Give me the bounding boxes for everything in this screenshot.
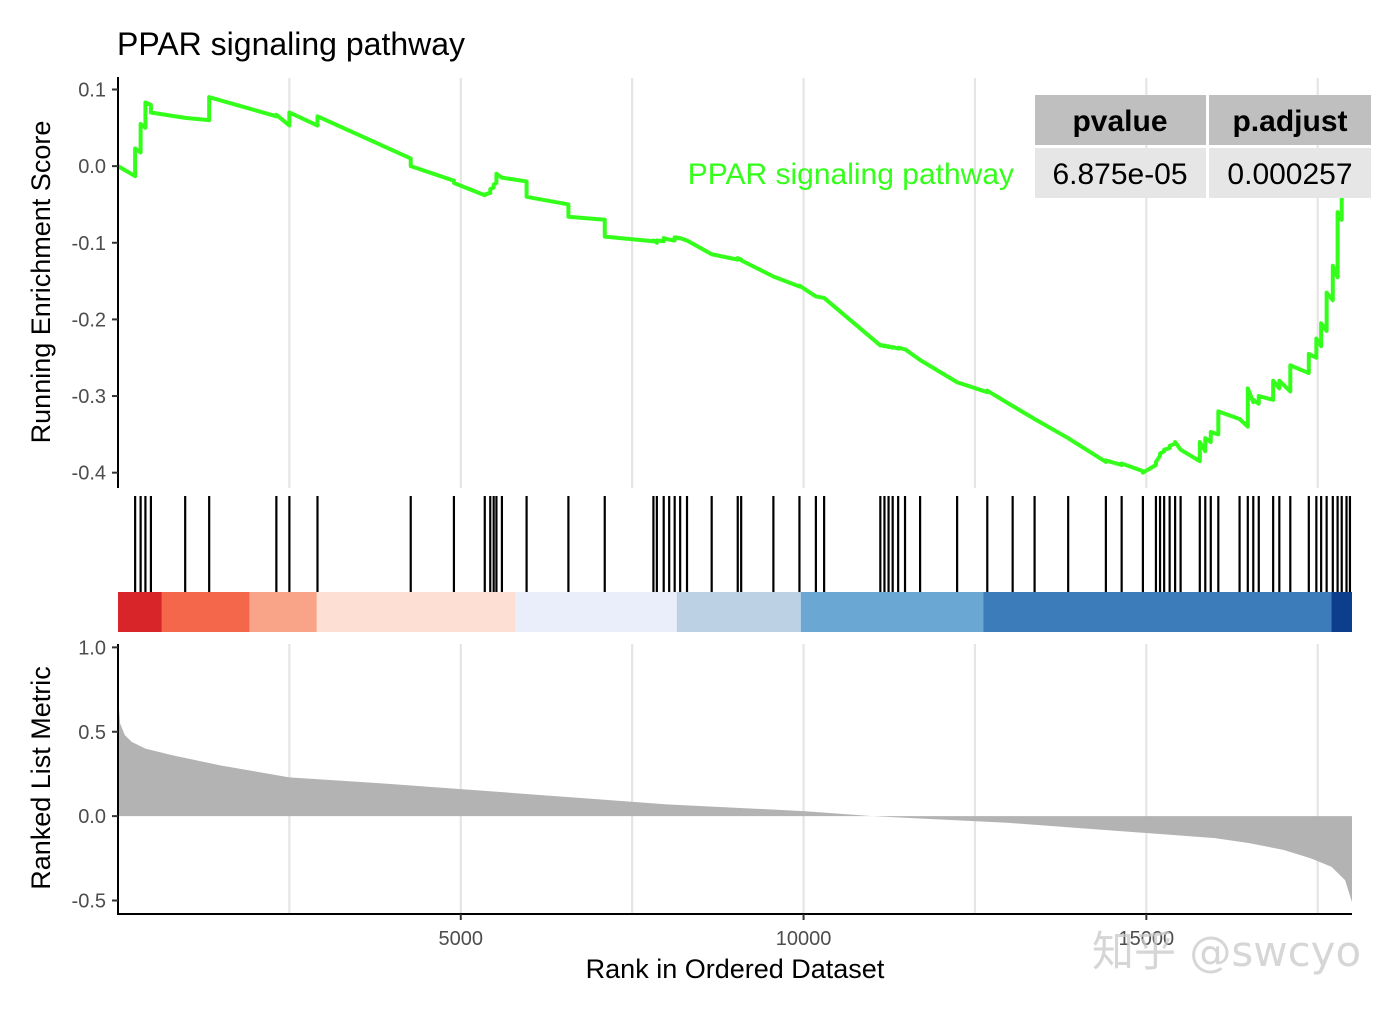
x-tick-label: 10000 (776, 928, 832, 950)
chart-title: PPAR signaling pathway (117, 26, 465, 62)
x-axis-label: Rank in Ordered Dataset (586, 954, 885, 984)
table-value-pvalue: 6.875e-05 (1052, 158, 1187, 191)
metric-y-tick-label: 0.5 (78, 722, 106, 744)
colorbar-segment (676, 592, 801, 632)
metric-y-axis-label: Ranked List Metric (26, 666, 56, 890)
es-y-tick-label: 0.0 (78, 156, 106, 178)
table-value-cell (1035, 148, 1206, 198)
table-value-padjust: 0.000257 (1227, 158, 1352, 191)
es-y-tick-label: 0.1 (78, 79, 106, 101)
colorbar-segment (161, 592, 250, 632)
colorbar-segment (800, 592, 984, 632)
watermark: 知乎 @swcyo (1092, 927, 1361, 976)
table-value-cell (1209, 148, 1371, 198)
gene-hits-layer (134, 496, 1352, 592)
running-es-layer (116, 95, 1349, 475)
grid-layer (288, 78, 1319, 914)
rank-colorbar (118, 592, 1352, 632)
running-es-line (116, 95, 1349, 475)
gene-set-label: PPAR signaling pathway (688, 158, 1014, 191)
x-tick-label: 5000 (439, 928, 484, 950)
metric-y-tick-label: -0.5 (72, 891, 106, 913)
colorbar-segment (118, 592, 162, 632)
es-y-axis-label: Running Enrichment Score (26, 121, 56, 444)
metric-y-tick-label: 1.0 (78, 637, 106, 659)
colorbar-segment (316, 592, 516, 632)
es-y-tick-label: -0.2 (72, 309, 106, 331)
table-header-cell (1209, 95, 1371, 145)
ranked-metric-area (118, 694, 1352, 903)
ranked-metric-layer (118, 694, 1352, 903)
es-y-tick-label: -0.4 (72, 463, 106, 485)
es-y-tick-label: -0.3 (72, 386, 106, 408)
table-header-pvalue: pvalue (1072, 105, 1167, 138)
x-tick-label: 15000 (1119, 928, 1175, 950)
stats-table: pvalue p.adjust 6.875e-05 0.000257 (1035, 95, 1371, 198)
colorbar-segment (1331, 592, 1352, 632)
es-y-tick-label: -0.1 (72, 233, 106, 255)
metric-y-tick-label: 0.0 (78, 806, 106, 828)
table-header-padjust: p.adjust (1232, 105, 1347, 138)
table-header-cell (1035, 95, 1206, 145)
colorbar-segment (983, 592, 1332, 632)
ticks-layer: 0.1 0.0 -0.1 -0.2 -0.3 -0.4 1.0 0.5 0.0 -0.5 5000 1… (72, 79, 1175, 950)
colorbar-segment (515, 592, 677, 632)
colorbar-segment (249, 592, 317, 632)
